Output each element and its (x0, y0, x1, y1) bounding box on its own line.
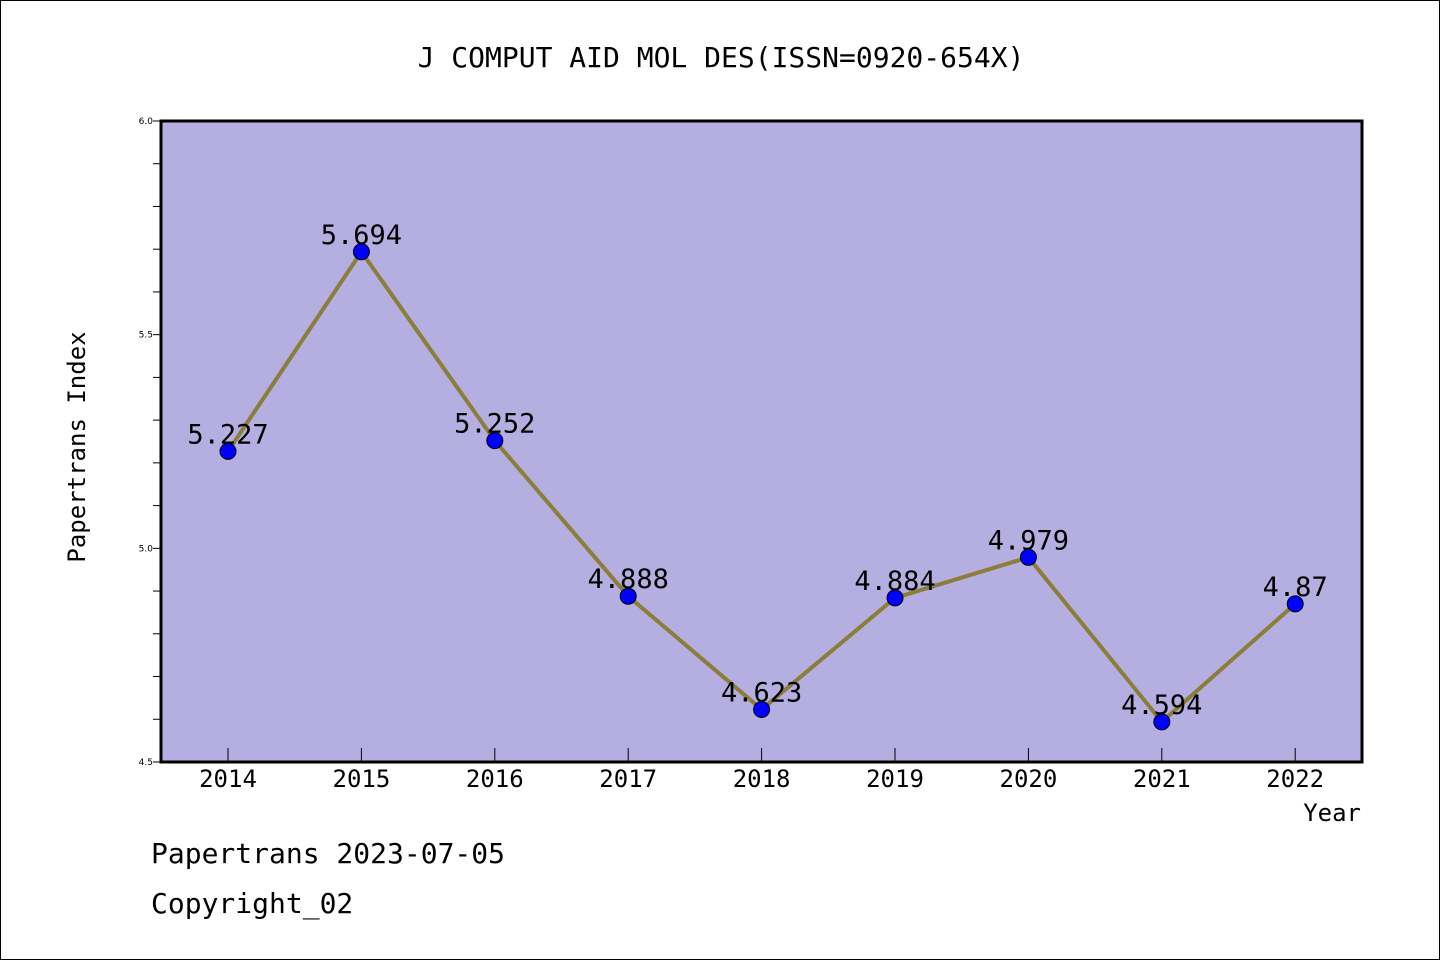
x-axis-ticks: 2014 2015 2016 2017 2018 2019 2020 2021 2022 (199, 748, 1324, 793)
y-tick-label: 4.5 (139, 758, 153, 768)
data-label: 5.227 (187, 419, 268, 450)
data-point-marker (1019, 548, 1037, 566)
x-axis-label: Year (1303, 799, 1361, 827)
chart-title: J COMPUT AID MOL DES(ISSN=0920-654X) (418, 41, 1025, 74)
footer-date: Papertrans 2023-07-05 (151, 837, 506, 870)
y-tick-label: 6.0 (139, 117, 154, 127)
x-tick-label: 2015 (333, 765, 391, 793)
data-label: 4.888 (588, 564, 669, 595)
x-tick-label: 2018 (733, 765, 791, 793)
x-tick-label: 2014 (199, 765, 257, 793)
data-point-marker (486, 432, 504, 450)
footer-copyright: Copyright_02 (151, 887, 354, 920)
data-label: 5.694 (321, 220, 402, 251)
data-labels-group: 5.227 5.694 5.252 4.888 4.623 4.884 4.979 4.594… (187, 220, 1327, 721)
x-tick-label: 2022 (1266, 765, 1324, 793)
x-tick-label: 2020 (1000, 765, 1058, 793)
y-axis-label: Papertrans Index (63, 331, 91, 562)
data-point-marker (886, 589, 904, 607)
data-label: 5.252 (454, 409, 535, 440)
x-tick-label: 2019 (866, 765, 924, 793)
data-point-marker (619, 587, 637, 605)
y-tick-label: 5.0 (139, 544, 154, 554)
data-label: 4.87 (1263, 572, 1328, 603)
data-label: 4.623 (721, 677, 802, 708)
x-tick-label: 2017 (599, 765, 657, 793)
y-axis-ticks: 4.5 5.0 5.5 6.0 (139, 117, 161, 768)
y-tick-label: 5.5 (139, 331, 153, 341)
x-tick-label: 2021 (1133, 765, 1191, 793)
data-label: 4.594 (1121, 690, 1202, 721)
data-point-marker (1286, 595, 1304, 613)
data-label: 4.979 (988, 525, 1069, 556)
data-point-marker (352, 243, 370, 261)
data-point-marker (753, 700, 771, 718)
plot-area (159, 119, 1364, 764)
series-group (219, 243, 1304, 731)
x-tick-label: 2016 (466, 765, 524, 793)
data-point-marker (219, 442, 237, 460)
data-label: 4.884 (854, 566, 935, 597)
data-point-marker (1153, 713, 1171, 731)
